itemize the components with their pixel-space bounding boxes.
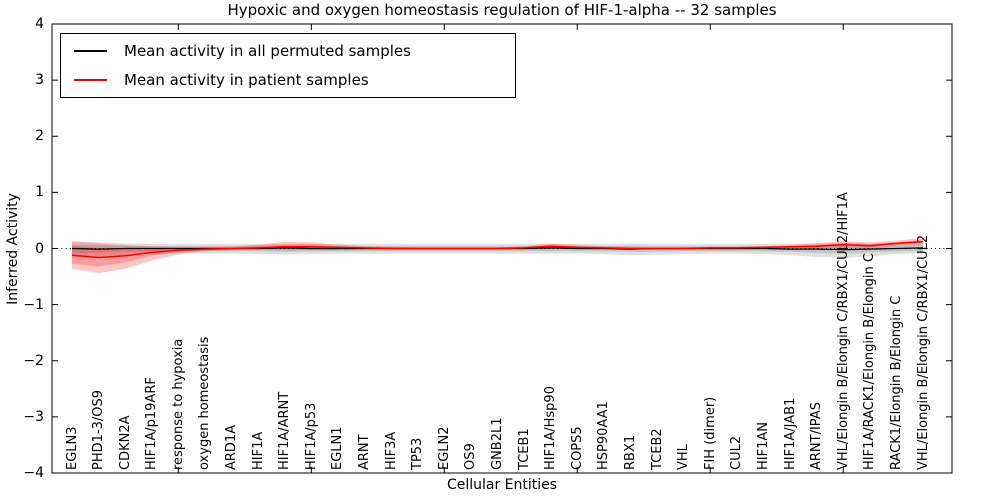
y-tick-label: 1: [35, 184, 44, 201]
legend: Mean activity in all permuted samples Me…: [60, 33, 516, 98]
permuted-outer-band: [72, 241, 923, 258]
y-tick-label: 4: [35, 16, 44, 32]
y-tick-label: 2: [35, 128, 44, 145]
y-tick-label: −4: [23, 465, 44, 481]
y-tick-label: 3: [35, 72, 44, 89]
legend-line-patient-icon: [74, 79, 107, 81]
legend-line-permuted-icon: [74, 50, 107, 52]
legend-entry-patient: Mean activity in patient samples: [61, 70, 515, 90]
y-tick-label: −2: [23, 352, 44, 369]
y-tick-label: −1: [23, 296, 44, 313]
legend-label-patient: Mean activity in patient samples: [124, 71, 369, 89]
y-tick-label: 0: [35, 240, 44, 257]
chart-title: Hypoxic and oxygen homeostasis regulatio…: [227, 1, 777, 19]
legend-label-permuted: Mean activity in all permuted samples: [124, 42, 411, 60]
y-tick-label: −3: [23, 408, 44, 425]
legend-entry-permuted: Mean activity in all permuted samples: [61, 41, 515, 61]
x-axis-label: Cellular Entities: [446, 477, 558, 493]
patient-mean-line: [71, 241, 924, 259]
